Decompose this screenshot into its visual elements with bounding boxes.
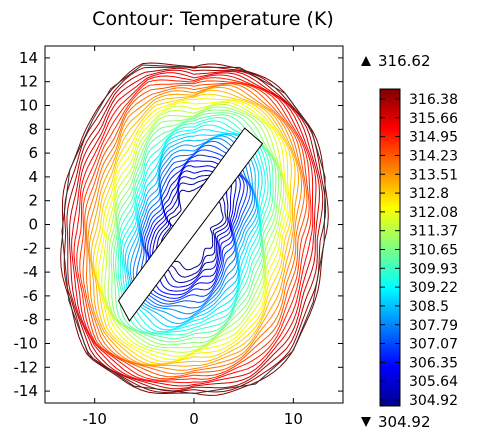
colorbar-tick-label: 312.8	[409, 186, 449, 202]
colorbar-min-label: 304.92	[378, 413, 431, 431]
min-triangle-icon	[361, 417, 371, 427]
y-tick-label: 0	[28, 216, 38, 234]
contour-line	[76, 77, 312, 381]
colorbar-tick-label: 311.37	[409, 224, 458, 240]
colorbar-tick-label: 314.95	[409, 130, 458, 146]
contour-line	[132, 137, 256, 315]
y-tick-label: -14	[14, 382, 39, 400]
y-tick-label: -6	[23, 287, 38, 305]
contour-line	[104, 103, 285, 353]
colorbar-tick-label: 307.07	[409, 337, 458, 353]
contour-line	[82, 82, 308, 378]
y-tick-label: 10	[19, 97, 38, 115]
y-tick-label: 6	[28, 144, 38, 162]
colorbar-tick-label: 304.92	[409, 393, 458, 409]
contour-line	[149, 165, 237, 292]
contour-line	[129, 135, 258, 320]
contour-line	[107, 106, 282, 349]
colorbar-tick-label: 305.64	[409, 374, 458, 390]
contour-line	[122, 129, 263, 331]
contour-line	[163, 180, 224, 271]
contour-line	[110, 109, 280, 346]
contour-line	[98, 100, 289, 361]
colorbar-ticks: 316.38 315.66 314.95 314.23 313.51 312.8 312.0…	[380, 92, 458, 409]
plot-content	[60, 62, 329, 396]
y-tick-label: 14	[19, 49, 38, 67]
contour-line	[87, 84, 303, 371]
colorbar-tick-label: 313.51	[409, 167, 458, 183]
contour-line	[155, 173, 229, 284]
colorbar-tick-label: 308.5	[409, 299, 449, 315]
colorbar-tick-label: 309.93	[409, 261, 458, 277]
y-tick-label: -4	[23, 263, 38, 281]
contour-line	[71, 72, 317, 387]
contour-line	[85, 83, 305, 375]
colorbar-max-label: 316.62	[378, 52, 431, 70]
contour-line	[93, 93, 292, 365]
contour-line	[152, 170, 233, 288]
contour-line	[124, 133, 260, 328]
colorbar-tick-label: 314.23	[409, 148, 458, 164]
contour-line	[95, 98, 291, 363]
y-axis-ticks: 14 12 10 8 6 4 2 0 -2 -4 -6 -8 -10 -12 -14	[14, 49, 343, 400]
contour-line	[127, 134, 259, 325]
contour-line	[139, 144, 251, 305]
contour-line	[143, 149, 249, 302]
contour-line	[112, 112, 277, 343]
colorbar-gradient	[379, 88, 401, 407]
y-tick-label: -12	[14, 358, 39, 376]
y-tick-label: 8	[28, 120, 38, 138]
y-tick-label: -2	[23, 239, 38, 257]
contour-line	[136, 140, 254, 309]
x-tick-label: 10	[284, 410, 303, 428]
y-tick-label: -8	[23, 311, 38, 329]
contour-line	[119, 120, 269, 334]
contour-line	[115, 114, 274, 340]
x-tick-label: 0	[189, 410, 199, 428]
colorbar-tick-label: 309.22	[409, 280, 458, 296]
obstacle-rectangle	[117, 127, 264, 322]
contour-line	[117, 116, 272, 336]
contour-line	[60, 62, 329, 396]
colorbar-tick-label: 315.66	[409, 111, 458, 127]
contour-line	[144, 154, 245, 299]
contour-line	[147, 160, 241, 296]
contour-line	[101, 101, 287, 357]
y-tick-label: 4	[28, 168, 38, 186]
domain-boundary	[61, 64, 326, 395]
x-tick-label: -10	[82, 410, 107, 428]
colorbar-tick-label: 316.38	[409, 92, 458, 108]
y-tick-label: 12	[19, 73, 38, 91]
contour-line	[68, 69, 321, 390]
x-axis-ticks: -10 0 10	[82, 46, 303, 428]
colorbar-tick-label: 307.79	[409, 318, 458, 334]
y-tick-label: 2	[28, 192, 38, 210]
contour-line	[66, 67, 324, 392]
colorbar-tick-label: 306.35	[409, 355, 458, 371]
contour-line	[73, 74, 314, 384]
max-triangle-icon	[361, 56, 371, 66]
colorbar: 316.62 316.38 315.66 314.95 314.23 313.51 312…	[361, 52, 458, 431]
contour-line	[90, 89, 296, 366]
contour-line	[79, 80, 310, 380]
plot-title: Contour: Temperature (K)	[92, 8, 334, 30]
y-tick-label: -10	[14, 335, 39, 353]
contour-line	[88, 86, 300, 367]
colorbar-tick-label: 310.65	[409, 243, 458, 259]
colorbar-tick-label: 312.08	[409, 205, 458, 221]
